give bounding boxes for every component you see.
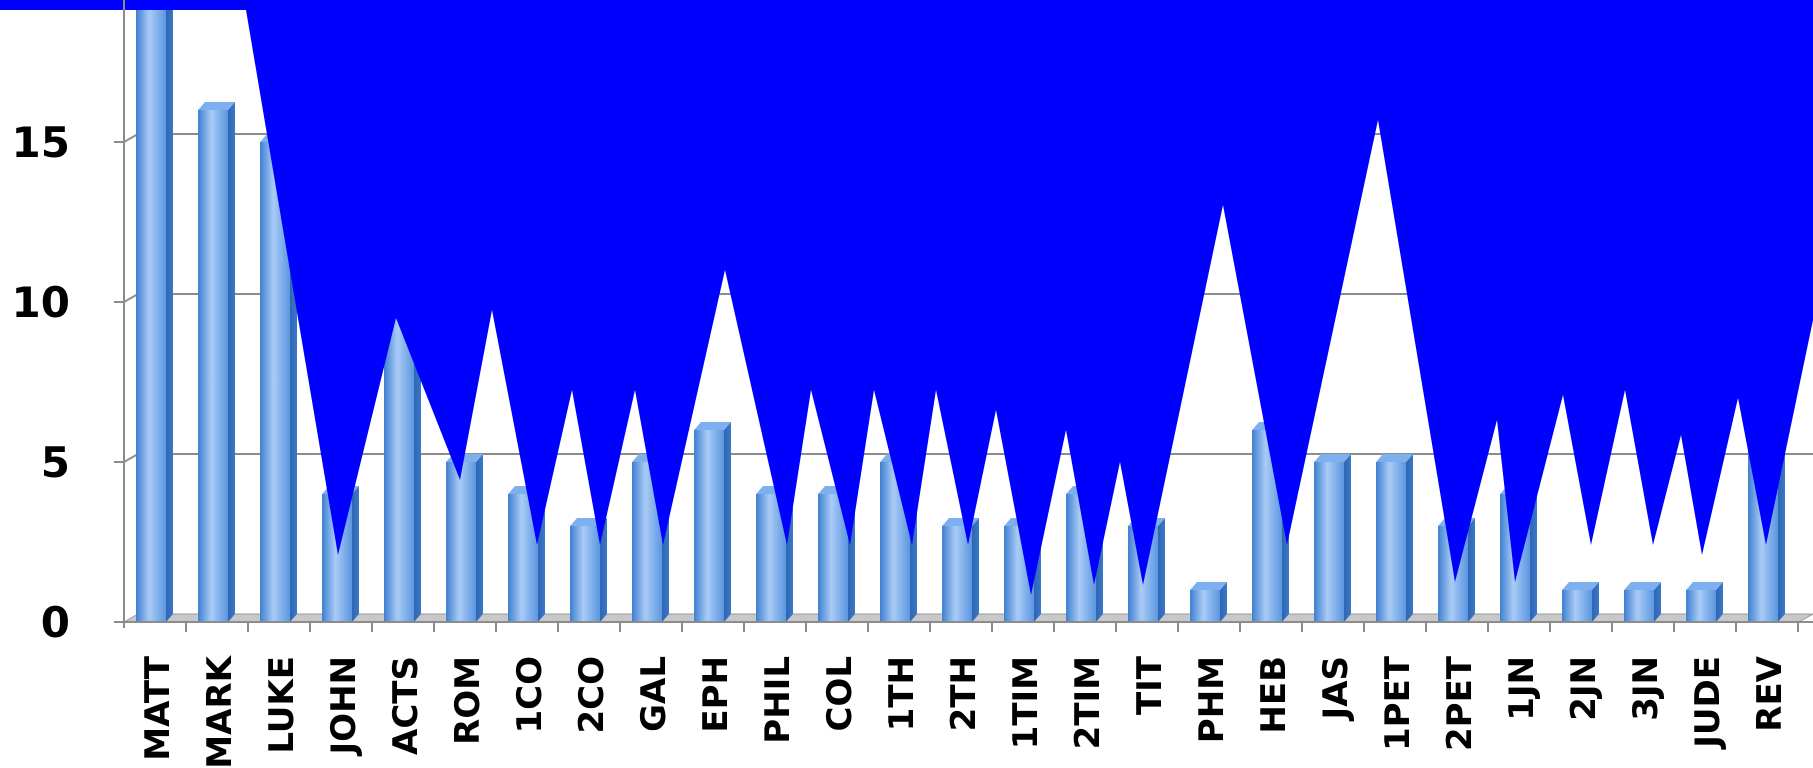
y-tick-label: 10 [12,278,70,327]
x-category-label: 1TH [882,656,922,731]
y-tick-label: 5 [41,438,70,487]
x-category-label: MARK [200,654,240,768]
bar-jude [1686,582,1723,622]
gridline-depth [123,293,139,303]
bar-1pet [1376,454,1413,622]
x-category-label: 1CO [510,656,550,734]
bar-eph [694,422,731,622]
bar-mark [198,102,235,622]
x-category-label: JUDE [1688,656,1728,750]
y-tick-labels: 0 5 10 15 [12,118,70,647]
x-category-label: LUKE [262,656,302,754]
x-category-label: 1JN [1502,656,1542,721]
x-category-label: 2JN [1564,656,1604,721]
x-category-label: EPH [696,656,736,733]
x-category-label: JOHN [324,656,364,756]
x-category-label: ACTS [386,656,426,755]
bars [136,0,1785,622]
x-category-label: TIT [1130,655,1170,715]
bar-jas [1314,454,1351,622]
x-category-label: 1TIM [1006,656,1046,749]
x-category-label: JAS [1316,656,1356,721]
x-category-label: REV [1750,655,1790,731]
y-tick-label: 0 [41,598,70,647]
x-category-label: 2TH [944,656,984,731]
x-category-label: 3JN [1626,656,1666,721]
gridline-depth [123,133,139,143]
bar-matt [136,0,173,622]
y-tick-label: 15 [12,118,70,167]
x-category-label: PHM [1192,656,1232,743]
bar-2jn [1562,582,1599,622]
bar-3jn [1624,582,1661,622]
overlay-polygon [0,0,1813,595]
bar-rom [446,454,483,622]
bar-2th [942,518,979,622]
gridline-depth [123,453,139,463]
overlay-shape [0,0,1813,595]
x-category-label: MATT [138,655,178,760]
x-tick-labels: MATT MARK LUKE JOHN ACTS ROM 1CO 2CO GAL EPH PHIL C… [138,654,1790,768]
x-category-label: 2CO [572,656,612,734]
bar-phm [1190,582,1227,622]
x-category-label: HEB [1254,656,1294,734]
x-category-label: PHIL [758,656,798,744]
x-category-label: 1PET [1378,655,1418,751]
bar-2co [570,518,607,622]
x-category-label: GAL [634,656,674,732]
x-category-label: COL [820,656,860,732]
x-category-label: 2TIM [1068,656,1108,749]
x-category-label: ROM [448,656,488,745]
axes [114,0,1813,632]
x-category-label: 2PET [1440,655,1480,751]
bar-acts [384,294,421,622]
